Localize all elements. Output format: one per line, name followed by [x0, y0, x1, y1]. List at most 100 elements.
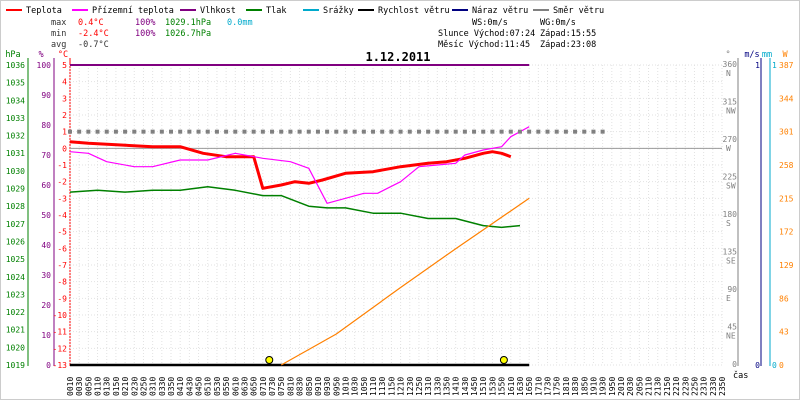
- x-tick-label: 2050: [635, 377, 644, 396]
- temperature-tick-label: -5: [57, 228, 67, 237]
- radiation-unit: W: [782, 50, 788, 60]
- x-tick-label: 1150: [387, 377, 396, 396]
- x-tick-label: 1610: [507, 377, 516, 396]
- x-tick-label: 0730: [268, 377, 277, 396]
- x-tick-label: 0150: [112, 377, 121, 396]
- x-tick-label: 0530: [213, 377, 222, 396]
- wind-direction-marker: [545, 129, 550, 134]
- wind-direction-marker: [352, 129, 357, 134]
- wind-direction-marker: [407, 129, 412, 134]
- wind-direction-marker: [77, 129, 82, 134]
- pressure-tick-label: 1035: [6, 79, 25, 88]
- pressure-tick-label: 1033: [6, 114, 25, 123]
- wind-direction-marker: [453, 129, 458, 134]
- wind-direction-marker: [297, 129, 302, 134]
- x-tick-label: 1210: [397, 377, 406, 396]
- direction-tick-label: 315: [723, 98, 738, 107]
- wind-direction-marker: [150, 129, 155, 134]
- wind-direction-marker: [104, 129, 109, 134]
- wind-direction-marker: [113, 129, 118, 134]
- temperature-tick-label: 3: [62, 94, 67, 103]
- temperature-tick-label: 1: [62, 128, 67, 137]
- wind-tick-label: 0: [755, 361, 760, 370]
- wind-direction-marker: [536, 129, 541, 134]
- rain-tick-label: 0: [772, 361, 777, 370]
- axis-ticks: 543210-1-2-3-4-5-6-7-8-9-10-11-12-131036…: [6, 60, 794, 370]
- wind-direction-marker: [361, 129, 366, 134]
- humidity-tick-label: 0: [46, 361, 51, 370]
- x-tick-label: 1030: [351, 377, 360, 396]
- moonrise-text: Měsíc Východ:11:45: [438, 40, 530, 50]
- sunrise-marker: [265, 356, 274, 364]
- temperature-tick-label: -3: [57, 194, 67, 203]
- temperature-tick-label: -11: [53, 328, 68, 337]
- series-line-tlak: [69, 186, 521, 229]
- x-tick-label: 1110: [369, 377, 378, 396]
- pressure-tick-label: 1025: [6, 255, 25, 264]
- wind-unit: m/s: [744, 50, 759, 60]
- direction-compass-label: NE: [726, 332, 736, 341]
- x-tick-label: 2330: [709, 377, 718, 396]
- wind-direction-marker: [224, 129, 229, 134]
- stats-max-temp: 0.4°C: [78, 18, 104, 28]
- x-tick-label: 2310: [700, 377, 709, 396]
- direction-compass-label: S: [726, 219, 731, 228]
- x-tick-label: 0010: [66, 377, 75, 396]
- radiation-tick-label: 86: [779, 294, 789, 303]
- radiation-tick-label: 301: [779, 128, 794, 137]
- radiation-tick-label: 129: [779, 261, 794, 270]
- wind-direction-marker: [517, 129, 522, 134]
- temperature-tick-label: -13: [53, 361, 68, 370]
- wind-direction-marker: [86, 129, 91, 134]
- legend-label-5: Rychlost větru: [378, 6, 450, 16]
- wind-speed-readout: WS:0m/s: [472, 18, 508, 28]
- wind-direction-marker: [169, 129, 174, 134]
- pressure-tick-label: 1031: [6, 149, 25, 158]
- humidity-unit: %: [38, 50, 43, 60]
- direction-compass-label: N: [726, 69, 731, 78]
- stats-max-rain: 0.0mm: [227, 18, 253, 28]
- series-line-p-zemn-teplota: [69, 126, 530, 204]
- x-tick-label: 1410: [452, 377, 461, 396]
- x-tick-label: 1950: [608, 377, 617, 396]
- wind-direction-marker: [205, 129, 210, 134]
- pressure-tick-label: 1030: [6, 167, 25, 176]
- wind-direction-marker: [132, 129, 137, 134]
- radiation-tick-label: 344: [779, 94, 794, 103]
- x-tick-label: 1630: [516, 377, 525, 396]
- wind-direction-marker: [499, 129, 504, 134]
- series-layer: [68, 64, 605, 367]
- x-tick-label: 1910: [589, 377, 598, 396]
- humidity-tick-label: 30: [41, 271, 51, 280]
- direction-tick-label: 225: [723, 173, 738, 182]
- x-tick-label: 1250: [415, 377, 424, 396]
- wind-direction-marker: [472, 129, 477, 134]
- direction-compass-label: SE: [726, 257, 736, 266]
- x-tick-label: 0710: [259, 377, 268, 396]
- temperature-tick-label: -7: [57, 261, 67, 270]
- wind-direction-marker: [435, 129, 440, 134]
- stats-avg-label: avg: [51, 40, 66, 50]
- wind-direction-marker: [444, 129, 449, 134]
- humidity-tick-label: 60: [41, 181, 51, 190]
- temperature-tick-label: -4: [57, 211, 67, 220]
- x-tick-label: 1230: [406, 377, 415, 396]
- sunset-text: Západ:15:55: [540, 29, 596, 39]
- wind-direction-marker: [288, 129, 293, 134]
- x-tick-label: 2030: [626, 377, 635, 396]
- stats-max-label: max: [51, 18, 66, 28]
- x-tick-label: 1710: [534, 377, 543, 396]
- wind-direction-marker: [343, 129, 348, 134]
- x-tick-label: 2350: [718, 377, 727, 396]
- x-tick-label: 2130: [654, 377, 663, 396]
- radiation-tick-label: 387: [779, 61, 794, 70]
- x-tick-label: 0350: [167, 377, 176, 396]
- x-tick-label: 1930: [599, 377, 608, 396]
- stats-max-pressure: 1029.1hPa: [165, 18, 211, 28]
- wind-direction-marker: [325, 129, 330, 134]
- x-tick-label: 0610: [231, 377, 240, 396]
- direction-compass-label: E: [726, 294, 731, 303]
- direction-tick-label: 135: [723, 248, 738, 257]
- legend-label-2: Vlhkost: [200, 6, 236, 16]
